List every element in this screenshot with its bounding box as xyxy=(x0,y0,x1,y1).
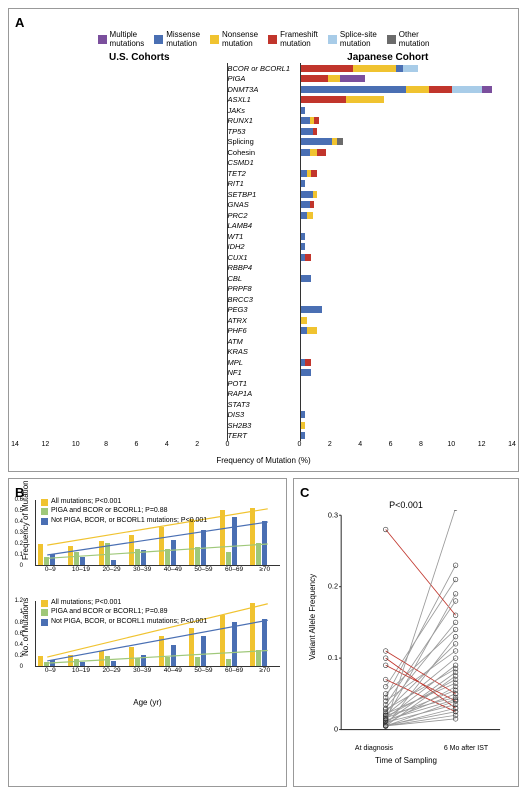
panel-c-xaxis: Time of Sampling xyxy=(300,756,512,765)
legend-item: Missensemutation xyxy=(154,30,200,48)
gene-label: NF1 xyxy=(228,368,300,379)
gene-label: ASXL1 xyxy=(228,95,300,106)
gene-label: CBL xyxy=(228,273,300,284)
gene-label: RUNX1 xyxy=(228,116,300,127)
gene-label: DIS3 xyxy=(228,410,300,421)
gene-label: PRPF8 xyxy=(228,284,300,295)
legend-item: Multiplemutations xyxy=(98,30,145,48)
gene-label: CSMD1 xyxy=(228,158,300,169)
panel-a-xlabel: Frequency of Mutation (%) xyxy=(15,456,512,465)
gene-label: JAKs xyxy=(228,105,300,116)
gene-label: STAT3 xyxy=(228,399,300,410)
panel-b-xlabel: Age (yr) xyxy=(15,698,280,707)
gene-label: GNAS xyxy=(228,200,300,211)
panel-c-ylabel: Variant Allele Frequency xyxy=(308,574,317,660)
gene-label: PEG3 xyxy=(228,305,300,316)
gene-label: BCOR or BCORL1 xyxy=(228,63,300,74)
gene-label: POT1 xyxy=(228,378,300,389)
gene-label: WT1 xyxy=(228,231,300,242)
gene-label: SETBP1 xyxy=(228,189,300,200)
gene-label: LAMB4 xyxy=(228,221,300,232)
panel-a: A Multiplemutations Missensemutation Nonse… xyxy=(8,8,519,472)
left-cohort-title: U.S. Cohorts xyxy=(15,52,264,63)
panel-c-label: C xyxy=(300,485,512,500)
panel-a-label: A xyxy=(15,15,512,30)
gene-label: CUX1 xyxy=(228,252,300,263)
gene-label: MPL xyxy=(228,357,300,368)
scatter-plot: 0 0.1 0.2 0.3 xyxy=(300,510,512,740)
panel-b: B All mutations; P<0.001PIGA and BCOR or… xyxy=(8,478,287,787)
legend-item: Splice-sitemutation xyxy=(328,30,377,48)
svg-text:0.1: 0.1 xyxy=(328,653,338,662)
legend-item: Not PIGA, BCOR, or BCORL1 mutations; P<0… xyxy=(41,517,207,525)
gene-label: Splicing xyxy=(228,137,300,148)
gene-label: PIGA xyxy=(228,74,300,85)
gene-label: RIT1 xyxy=(228,179,300,190)
gene-label: ATRX xyxy=(228,315,300,326)
gene-label: DNMT3A xyxy=(228,84,300,95)
right-cohort-title: Japanese Cohort xyxy=(264,52,513,63)
gene-label: BRCC3 xyxy=(228,294,300,305)
gene-label: TET2 xyxy=(228,168,300,179)
svg-text:0: 0 xyxy=(334,725,338,734)
figure-root: A Multiplemutations Missensemutation Nonse… xyxy=(0,0,527,795)
legend-item: All mutations; P<0.001 xyxy=(41,599,207,607)
legend-item: Not PIGA, BCOR, or BCORL1 mutations; P<0… xyxy=(41,618,207,626)
gene-label: TERT xyxy=(228,431,300,442)
butterfly-chart: BCOR or BCORL1PIGADNMT3AASXL1JAKsRUNX1TP… xyxy=(15,63,512,441)
gene-label: ATM xyxy=(228,336,300,347)
gene-label: PRC2 xyxy=(228,210,300,221)
gene-label: SH2B3 xyxy=(228,420,300,431)
legend-item: Frameshiftmutation xyxy=(268,30,318,48)
gene-label: PHF6 xyxy=(228,326,300,337)
gene-label: KRAS xyxy=(228,347,300,358)
legend-item: Nonsensemutation xyxy=(210,30,258,48)
svg-text:0.3: 0.3 xyxy=(328,510,338,519)
gene-label: TP53 xyxy=(228,126,300,137)
pc-x2: 6 Mo after IST xyxy=(420,745,512,752)
panel-a-legend: Multiplemutations Missensemutation Nonsens… xyxy=(15,30,512,48)
gene-label: IDH2 xyxy=(228,242,300,253)
svg-text:0.2: 0.2 xyxy=(328,582,338,591)
panel-c-pval: P<0.001 xyxy=(300,500,512,510)
legend-item: Othermutation xyxy=(387,30,430,48)
gene-label: RBBP4 xyxy=(228,263,300,274)
gene-label: Cohesin xyxy=(228,147,300,158)
pc-x1: At diagnosis xyxy=(328,745,420,752)
legend-item: PIGA and BCOR or BCORL1; P=0.88 xyxy=(41,507,207,515)
gene-label: RAP1A xyxy=(228,389,300,400)
legend-item: PIGA and BCOR or BCORL1; P=0.89 xyxy=(41,608,207,616)
panel-c: C P<0.001 Variant Allele Frequency 00.10… xyxy=(293,478,519,787)
legend-item: All mutations; P<0.001 xyxy=(41,498,207,506)
